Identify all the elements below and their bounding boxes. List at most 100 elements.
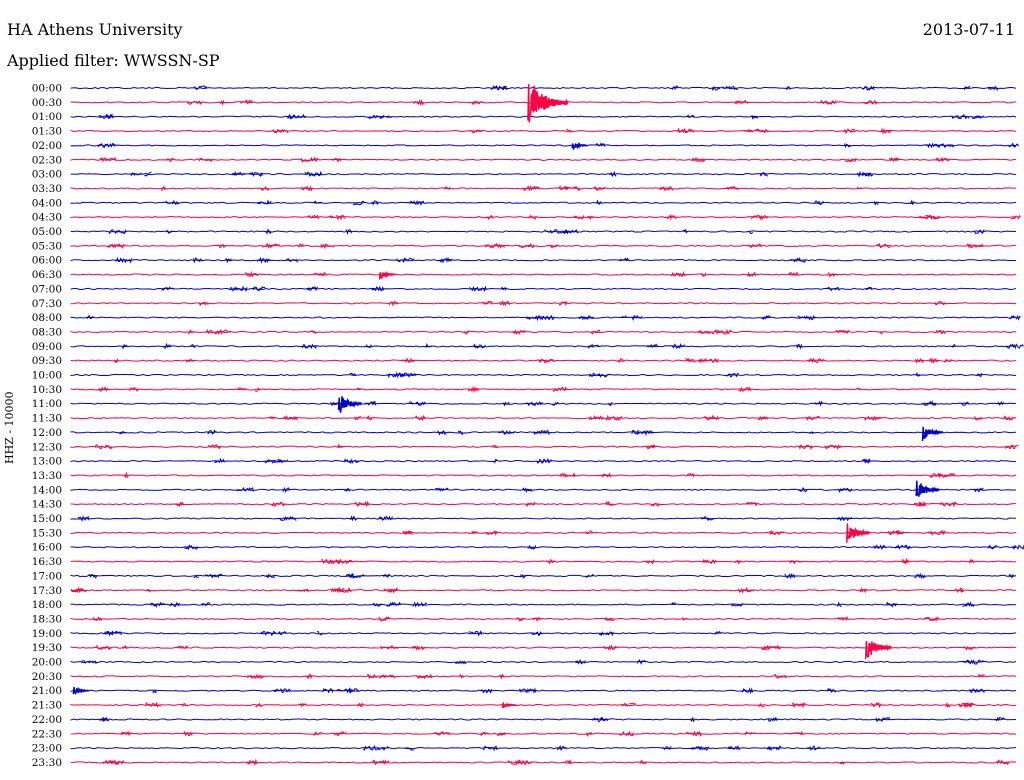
trace-noise-burst <box>499 299 510 307</box>
row-time-label: 19:30 <box>32 642 62 654</box>
trace-noise-burst <box>165 199 180 206</box>
trace-noise-burst <box>621 702 629 707</box>
trace-noise-burst <box>278 630 287 636</box>
trace-row <box>70 503 1017 506</box>
trace-row <box>70 330 1017 334</box>
trace-noise-burst <box>334 586 352 594</box>
trace-noise-burst <box>412 601 427 608</box>
trace-noise-burst <box>372 602 382 607</box>
trace-noise-burst <box>434 731 450 736</box>
trace-noise-burst <box>364 401 377 406</box>
trace-noise-burst <box>106 242 125 249</box>
trace-noise-burst <box>297 243 304 248</box>
trace-noise-burst <box>727 744 741 751</box>
trace-noise-burst <box>751 114 759 120</box>
trace-noise-burst <box>726 372 739 378</box>
trace-noise-burst <box>435 487 449 492</box>
trace-noise-burst <box>745 501 758 507</box>
trace-noise-burst <box>774 673 787 679</box>
trace-noise-burst <box>204 573 223 579</box>
trace-noise-burst <box>1003 415 1015 421</box>
trace-noise-burst <box>894 157 900 161</box>
trace-row <box>70 531 1017 534</box>
trace-noise-burst <box>714 630 722 635</box>
trace-row <box>70 746 1017 750</box>
trace-noise-burst <box>115 256 132 264</box>
row-time-label: 20:00 <box>32 657 62 669</box>
trace-noise-burst <box>924 142 938 149</box>
trace-row <box>70 158 1017 161</box>
trace-noise-burst <box>331 157 342 163</box>
trace-noise-burst <box>873 544 887 550</box>
trace-noise-burst <box>604 616 615 621</box>
trace-noise-burst <box>890 529 905 536</box>
trace-noise-burst <box>587 343 600 349</box>
trace-noise-burst <box>313 272 327 277</box>
trace-noise-burst <box>463 330 470 335</box>
trace-noise-burst <box>345 573 355 579</box>
trace-noise-burst <box>997 400 1004 406</box>
trace-noise-burst <box>236 486 254 492</box>
trace-noise-burst <box>755 128 770 134</box>
trace-noise-burst <box>671 343 685 349</box>
trace-noise-burst <box>605 414 623 421</box>
trace-noise-burst <box>484 244 491 248</box>
trace-noise-burst <box>322 688 334 694</box>
trace-noise-burst <box>747 271 756 277</box>
trace-noise-burst <box>468 630 483 637</box>
trace-noise-burst <box>934 301 946 306</box>
trace-noise-burst <box>198 301 209 307</box>
trace-noise-burst <box>620 315 627 318</box>
trace-noise-burst <box>469 129 483 134</box>
trace-noise-burst <box>71 586 84 594</box>
date-label: 2013-07-11 <box>922 20 1015 39</box>
trace-noise-burst <box>814 400 823 407</box>
trace-noise-burst <box>827 286 840 292</box>
trace-noise-burst <box>861 458 871 464</box>
trace-noise-burst <box>758 702 765 708</box>
trace-row <box>70 216 1017 219</box>
trace-noise-burst <box>326 559 341 564</box>
trace-noise-burst <box>388 300 399 307</box>
trace-noise-burst <box>304 673 313 680</box>
trace-noise-burst <box>396 257 415 264</box>
trace-noise-burst <box>662 746 672 751</box>
trace-noise-burst <box>685 357 696 363</box>
trace-noise-burst <box>376 745 389 751</box>
row-time-label: 02:00 <box>32 140 62 152</box>
trace-noise-burst <box>609 170 617 178</box>
row-time-label: 03:30 <box>32 183 62 195</box>
trace-noise-burst <box>595 142 606 147</box>
trace-noise-burst <box>805 415 820 421</box>
trace-noise-burst <box>101 716 108 722</box>
row-time-label: 23:00 <box>32 743 62 755</box>
trace-noise-burst <box>767 716 778 722</box>
trace-noise-burst <box>201 602 211 607</box>
trace-noise-burst <box>826 688 837 693</box>
trace-noise-burst <box>943 358 952 363</box>
trace-noise-burst <box>169 602 180 607</box>
trace-noise-burst <box>747 243 762 248</box>
trace-noise-burst <box>300 185 313 192</box>
trace-noise-burst <box>645 559 655 565</box>
trace-row <box>70 316 1017 319</box>
row-time-label: 21:30 <box>32 700 62 712</box>
trace-noise-burst <box>619 730 634 737</box>
trace-noise-burst <box>617 358 625 364</box>
trace-noise-burst <box>343 458 360 465</box>
trace-row <box>70 201 1017 204</box>
trace-noise-burst <box>301 343 317 350</box>
trace-noise-burst <box>356 387 361 391</box>
trace-noise-burst <box>590 329 601 335</box>
trace-noise-burst <box>743 128 754 133</box>
trace-noise-burst <box>246 758 258 767</box>
trace-noise-burst <box>564 759 572 765</box>
trace-noise-burst <box>129 386 139 393</box>
trace-noise-burst <box>192 257 203 264</box>
trace-noise-burst <box>552 386 568 393</box>
trace-row <box>70 689 1017 692</box>
trace-row <box>70 230 1017 233</box>
trace-noise-burst <box>402 530 414 536</box>
trace-noise-burst <box>265 573 276 579</box>
trace-noise-burst <box>798 443 814 450</box>
